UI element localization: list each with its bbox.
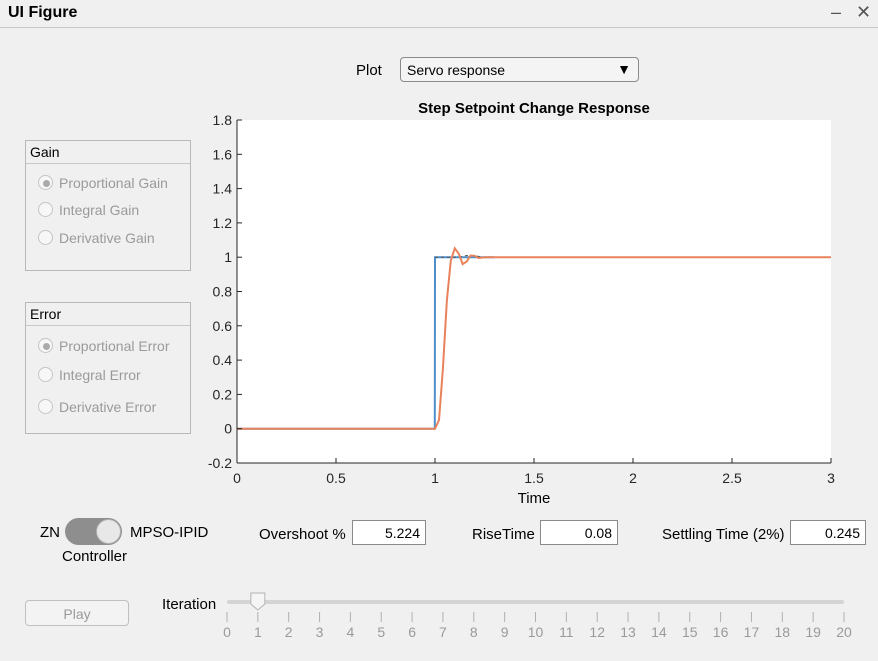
radio-dot-icon: [43, 180, 50, 187]
play-button[interactable]: Play: [25, 600, 129, 626]
window-title: UI Figure: [8, 4, 78, 21]
radio-label: Integral Error: [59, 367, 141, 383]
plot-area: [237, 120, 831, 463]
slider-tick-label: 17: [744, 624, 760, 640]
radio-label: Derivative Error: [59, 399, 157, 415]
radio-circle-icon: [38, 175, 53, 190]
slider-thumb[interactable]: [250, 592, 266, 611]
slider-tick-label: 9: [501, 624, 509, 640]
slider-tick-label: 8: [470, 624, 478, 640]
radio-label: Integral Gain: [59, 202, 140, 218]
settling-time-field[interactable]: 0.245: [790, 520, 866, 545]
error-panel-title: Error: [26, 303, 190, 326]
y-tick-label: -0.2: [208, 455, 232, 471]
x-axis-label: Time: [518, 490, 551, 507]
switch-knob[interactable]: [96, 519, 121, 544]
response-chart: Step Setpoint Change Response 0 0.5 1 1.5 2 2…: [208, 100, 835, 507]
plot-dropdown[interactable]: Servo response ▼: [400, 57, 639, 82]
radio-label: Derivative Gain: [59, 230, 155, 246]
risetime-field[interactable]: 0.08: [540, 520, 618, 545]
slider-tick-label: 12: [589, 624, 605, 640]
gain-panel: Gain Proportional Gain Integral Gain Der…: [25, 140, 191, 271]
x-tick-label: 2.5: [722, 470, 742, 486]
radio-dot-icon: [43, 343, 50, 350]
radio-circle-icon: [38, 399, 53, 414]
y-tick-label: 1.2: [213, 215, 233, 231]
iteration-label: Iteration: [162, 596, 217, 613]
y-tick-label: 0: [224, 421, 232, 437]
slider-tick-label: 6: [408, 624, 416, 640]
slider-tick-label: 7: [439, 624, 447, 640]
slider-tick-label: 10: [528, 624, 544, 640]
overshoot-label: Overshoot %: [259, 526, 346, 543]
gain-panel-title: Gain: [26, 141, 190, 164]
slider-tick-label: 5: [377, 624, 385, 640]
x-tick-label: 0.5: [326, 470, 346, 486]
y-tick-label: 0.4: [213, 352, 233, 368]
x-tick-label: 3: [827, 470, 835, 486]
risetime-label: RiseTime: [472, 526, 535, 543]
series-line-1-tail: [435, 255, 499, 258]
chart-title: Step Setpoint Change Response: [418, 100, 650, 117]
slider-tick-label: 0: [223, 624, 231, 640]
slider-tick-label: 20: [836, 624, 852, 640]
y-tick-label: 0.2: [213, 386, 233, 402]
close-icon[interactable]: ✕: [856, 2, 872, 22]
y-tick-label: 1.6: [213, 146, 233, 162]
slider-tick-label: 13: [620, 624, 636, 640]
slider-tick-label: 2: [285, 624, 293, 640]
y-tick-label: 1.8: [213, 112, 233, 128]
iteration-slider[interactable]: 0 1 2 3 4 5 6 7 8 9 10 11 12 13 14 15 16 17 18 19 20: [215, 588, 860, 644]
x-tick-label: 0: [233, 470, 241, 486]
slider-tick-label: 14: [651, 624, 667, 640]
settling-time-label: Settling Time (2%): [662, 526, 785, 543]
slider-tick-label: 3: [316, 624, 324, 640]
y-tick-label: 0.8: [213, 284, 233, 300]
y-tick-label: 1: [224, 249, 232, 265]
overshoot-field[interactable]: 5.224: [352, 520, 426, 545]
y-tick-label: 0.6: [213, 318, 233, 334]
series-line-2: [237, 246, 831, 430]
radio-circle-icon: [38, 338, 53, 353]
x-tick-label: 2: [629, 470, 637, 486]
controller-caption: Controller: [62, 548, 128, 565]
x-tick-label: 1.5: [524, 470, 544, 486]
plot-dropdown-value: Servo response: [407, 62, 506, 78]
y-tick-label: 1.4: [213, 181, 233, 197]
slider-tick-label: 16: [713, 624, 729, 640]
controller-switch[interactable]: [65, 518, 122, 545]
minimize-icon[interactable]: –: [831, 2, 842, 22]
slider-tick-label: 1: [254, 624, 262, 640]
title-bar: UI Figure – ✕: [0, 0, 878, 28]
x-tick-label: 1: [431, 470, 439, 486]
radio-label: Proportional Gain: [59, 175, 168, 191]
radio-circle-icon: [38, 230, 53, 245]
slider-tick-label: 19: [805, 624, 821, 640]
controller-left-label: ZN: [40, 524, 60, 541]
slider-tick-label: 4: [347, 624, 355, 640]
chevron-down-icon: ▼: [617, 61, 631, 77]
slider-track[interactable]: [227, 600, 844, 604]
slider-tick-label: 15: [682, 624, 698, 640]
radio-label: Proportional Error: [59, 338, 170, 354]
plot-label: Plot: [356, 62, 382, 79]
radio-circle-icon: [38, 367, 53, 382]
slider-tick-label: 11: [559, 624, 574, 640]
slider-tick-label: 18: [775, 624, 791, 640]
error-panel: Error Proportional Error Integral Error …: [25, 302, 191, 434]
controller-right-label: MPSO-IPID: [130, 524, 209, 541]
radio-circle-icon: [38, 202, 53, 217]
